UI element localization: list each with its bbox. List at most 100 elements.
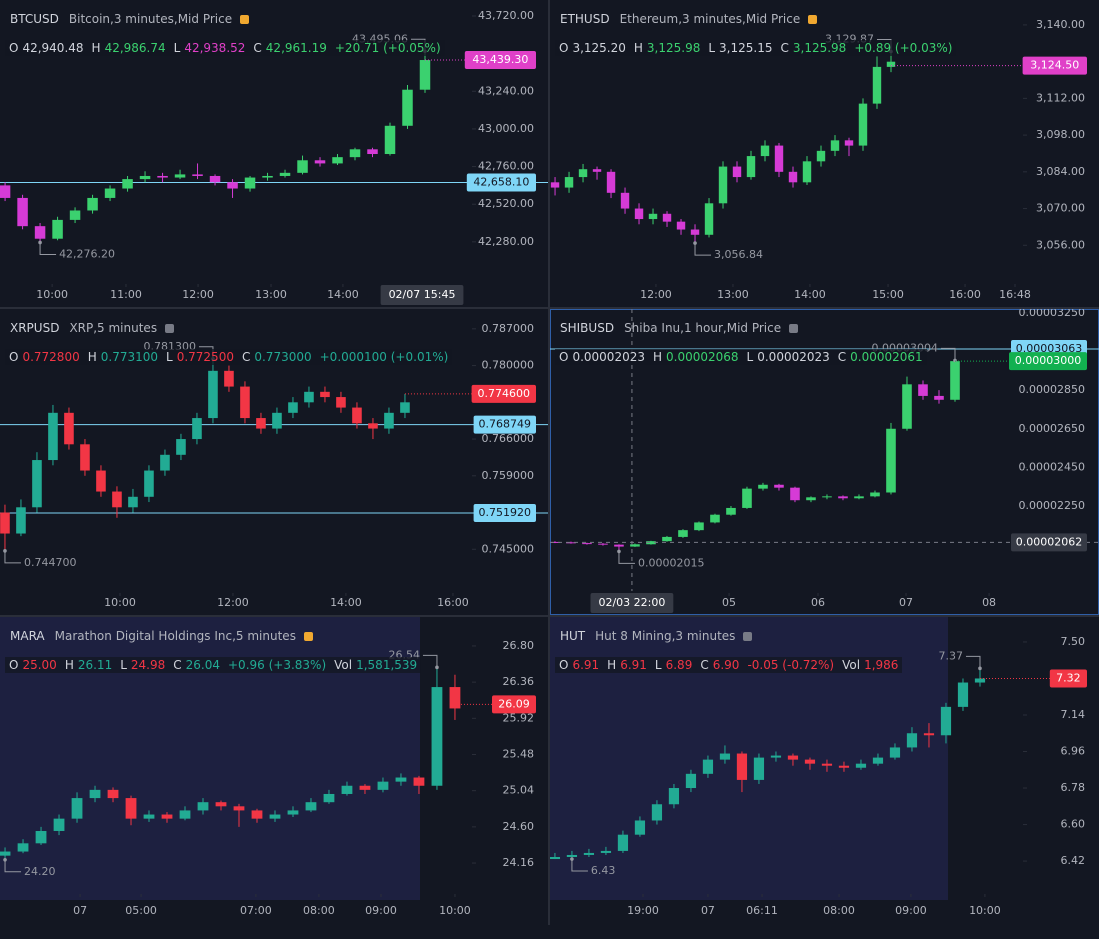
extreme-leader (4, 550, 21, 564)
candle-body (838, 765, 850, 768)
legend-item: L 3,125.15 (708, 41, 772, 55)
candle-body (844, 140, 854, 146)
candle-body (64, 412, 74, 445)
candle-body (384, 125, 396, 155)
candle-body (617, 834, 629, 851)
legend-item: H 0.773100 (88, 350, 158, 364)
x-tick-label: 11:00 (110, 288, 142, 301)
y-tick-label: 0.00003250 (1019, 309, 1085, 319)
y-tick-label: 6.60 (1061, 818, 1086, 831)
candle-body (934, 395, 944, 400)
crosshair-y-label: 0.00002062 (1016, 535, 1082, 548)
y-tick-label: 0.759000 (482, 469, 535, 482)
candle-body (174, 174, 186, 178)
ohlc-legend: O 6.91 H 6.91 L 6.89 C 6.90 -0.05 (-0.72%) Vol 1,9… (555, 657, 903, 673)
x-tick-label: 10:00 (36, 288, 68, 301)
candle-body (838, 496, 848, 499)
candle-body (323, 793, 335, 803)
candle-body (732, 166, 742, 178)
x-tick-label: 07 (899, 596, 913, 609)
candle-body (287, 810, 299, 815)
y-tick-label: 42,280.00 (478, 235, 534, 248)
x-tick-label: 16:00 (437, 596, 469, 609)
candle-body (197, 802, 209, 811)
candle-body (215, 802, 227, 807)
candle-body (53, 818, 65, 831)
candle-body (606, 171, 616, 193)
legend-item: C 0.00002061 (838, 350, 923, 364)
y-tick-label: 0.00002250 (1019, 499, 1085, 512)
legend-value: 42,940.48 (22, 41, 84, 55)
legend-item: O 6.91 (559, 658, 599, 672)
candle-body (770, 755, 782, 758)
legend-key: O (559, 658, 569, 672)
legend-value: 3,125.98 (792, 41, 847, 55)
x-tick-label: 10:00 (969, 904, 1001, 917)
symbol: BTCUSD (10, 12, 59, 26)
candle-body (774, 145, 784, 172)
candle-body (802, 161, 812, 183)
y-tick-label: 25.04 (503, 784, 535, 797)
legend-key: L (746, 350, 754, 364)
candle-body (889, 747, 901, 758)
legend-item: -0.05 (-0.72%) (747, 658, 834, 672)
y-tick-label: 42,760.00 (478, 160, 534, 173)
candle-body (872, 66, 882, 104)
price-tag-label: 7.32 (1056, 671, 1081, 684)
y-tick-label: 3,140.00 (1036, 18, 1085, 31)
symbol: ETHUSD (560, 12, 610, 26)
candle-body (314, 160, 326, 164)
price-tag (1009, 352, 1087, 371)
legend-key: L (654, 658, 662, 672)
candle-body (192, 174, 203, 176)
legend-item: H 26.11 (65, 658, 112, 672)
legend-key: O (9, 658, 19, 672)
candle-body (854, 496, 864, 499)
legend-value: 6.89 (665, 658, 693, 672)
candle-body (662, 213, 672, 222)
candle-body (89, 789, 101, 799)
candle-body (227, 182, 238, 189)
candle-body (630, 544, 640, 547)
candle-body (906, 733, 918, 748)
candle-body (384, 412, 394, 429)
candle-body (753, 757, 765, 780)
candle-body (746, 156, 756, 178)
legend-key: L (120, 658, 127, 672)
candle-body (694, 522, 704, 531)
description: Shiba Inu,1 hour,Mid Price (624, 321, 782, 335)
candle-body (431, 687, 443, 786)
hline-tag (473, 503, 536, 522)
legend-value: 24.98 (130, 658, 166, 672)
extreme-dot (978, 666, 982, 671)
legend-value: 3,125.15 (719, 41, 773, 55)
candle-body (16, 507, 26, 534)
y-tick-label: 24.16 (503, 856, 535, 869)
legend-item: L 6.89 (655, 658, 692, 672)
price-tag (1022, 56, 1087, 75)
candle-body (32, 460, 42, 508)
y-tick-label: 0.00002650 (1019, 422, 1085, 435)
legend-key: C (700, 658, 709, 672)
legend-value: 42,986.74 (104, 41, 166, 55)
legend-value: +0.96 (+3.83%) (228, 658, 327, 672)
badge (240, 14, 250, 24)
candle-body (719, 753, 731, 760)
legend-value: 0.772800 (22, 350, 80, 364)
x-tick-label: 13:00 (717, 288, 749, 301)
candle-body (208, 370, 218, 419)
legend-key: H (87, 350, 97, 364)
legend-key: H (607, 658, 617, 672)
ohlc-legend: O 0.772800 H 0.773100 L 0.772500 C 0.773000 +0.0… (5, 349, 453, 365)
symbol: SHIBUSD (560, 321, 615, 335)
ohlc-legend: O 3,125.20 H 3,125.98 L 3,125.15 C 3,125.98 +0.8… (555, 40, 957, 56)
description: Hut 8 Mining,3 minutes (595, 629, 736, 643)
legend-key: O (9, 350, 19, 364)
candle-body (160, 454, 170, 471)
candle-body (269, 814, 281, 819)
y-tick-label: 43,000.00 (478, 122, 534, 135)
candle-body (179, 810, 191, 819)
legend-key: C (780, 41, 789, 55)
chart-header: MARA Marathon Digital Holdings Inc,5 minu… (10, 629, 313, 643)
x-tick-label: 07:00 (240, 904, 272, 917)
